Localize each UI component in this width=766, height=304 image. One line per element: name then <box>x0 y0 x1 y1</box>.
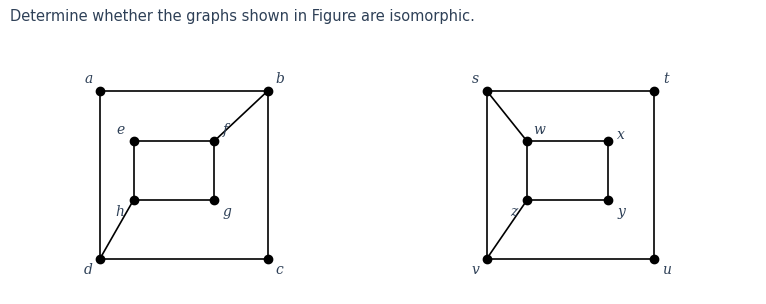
Text: d: d <box>83 263 93 277</box>
Text: z: z <box>510 205 517 219</box>
Text: a: a <box>84 72 93 86</box>
Text: t: t <box>663 72 669 86</box>
Text: s: s <box>472 72 479 86</box>
Text: b: b <box>275 72 284 86</box>
Text: h: h <box>116 205 125 219</box>
Text: e: e <box>116 123 124 136</box>
Text: y: y <box>617 205 625 219</box>
Text: x: x <box>617 128 625 142</box>
Text: v: v <box>471 263 479 277</box>
Text: g: g <box>223 205 232 219</box>
Text: Determine whether the graphs shown in Figure are isomorphic.: Determine whether the graphs shown in Fi… <box>10 9 475 24</box>
Text: u: u <box>662 263 671 277</box>
Text: f: f <box>223 123 228 136</box>
Text: w: w <box>533 123 545 136</box>
Text: c: c <box>276 263 283 277</box>
